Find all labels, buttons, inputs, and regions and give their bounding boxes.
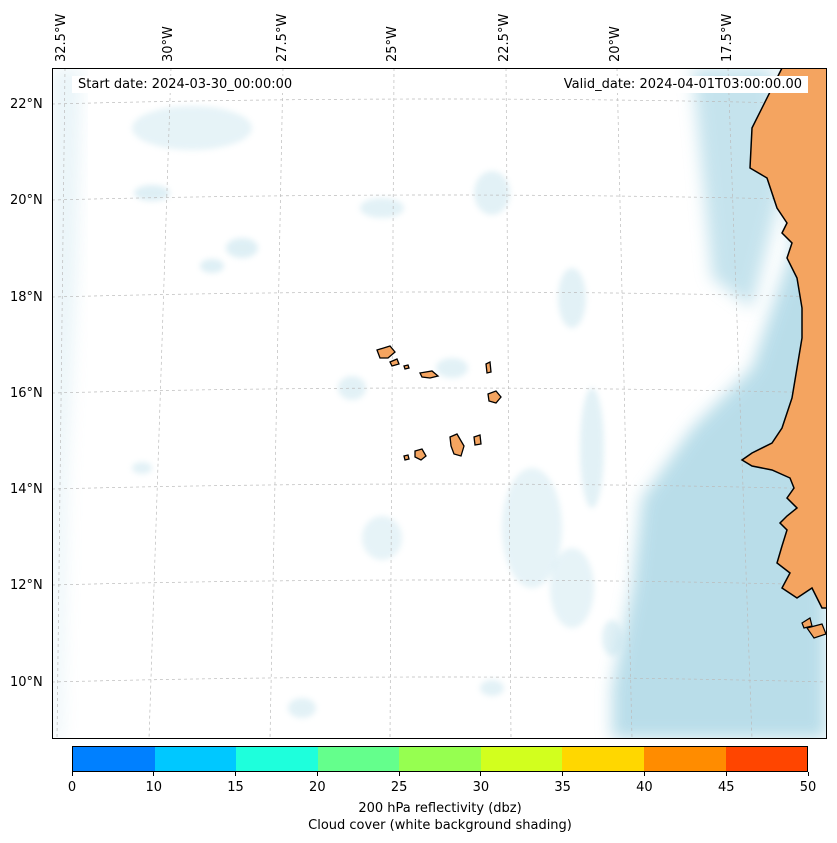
colorbar-segment (480, 747, 563, 771)
colorbar-tick (725, 772, 727, 776)
colorbar-tick (235, 772, 237, 776)
cloud-patch (602, 620, 622, 656)
coastal-island (801, 617, 813, 629)
island-brava (403, 454, 410, 461)
colorbar-tick-label: 20 (309, 780, 326, 795)
cloud-patch (436, 358, 468, 378)
colorbar-label: 200 hPa reflectivity (dbz) (358, 801, 522, 816)
lat-label-18n: 18°N (10, 290, 43, 305)
cloud-patch (200, 259, 224, 273)
colorbar-tick-label: 40 (636, 780, 653, 795)
colorbar-tick (316, 772, 318, 776)
lat-label-14n: 14°N (10, 482, 43, 497)
colorbar-segment (399, 747, 481, 771)
island-sal (485, 360, 492, 374)
island-maio (473, 434, 482, 446)
colorbar-segment (317, 747, 400, 771)
lat-label-20n: 20°N (10, 193, 43, 208)
lon-label-25w: 25°W (385, 26, 400, 62)
colorbar-segment (725, 747, 808, 771)
cloud-patch (288, 698, 316, 718)
colorbar-tick-label: 0 (67, 780, 77, 795)
colorbar-tick-label: 25 (390, 780, 408, 795)
colorbar (72, 746, 808, 772)
colorbar-tick-label: 50 (799, 780, 817, 795)
cloud-patch (558, 268, 586, 328)
graticule (52, 68, 827, 739)
cloud-west-edge (52, 68, 82, 739)
map-canvas (52, 68, 827, 739)
colorbar-sublabel: Cloud cover (white background shading) (308, 818, 572, 833)
cloud-patch (550, 548, 594, 628)
colorbar-tick (807, 772, 809, 776)
cloud-patch (480, 680, 504, 696)
colorbar-tick-label: 35 (554, 780, 571, 795)
lon-label-30w: 30°W (161, 26, 176, 62)
lon-label-22-5w: 22.5°W (497, 13, 512, 62)
colorbar-segment (73, 747, 155, 771)
lon-label-27-5w: 27.5°W (275, 13, 290, 62)
island-fogo (414, 448, 427, 461)
lat-label-12n: 12°N (10, 578, 43, 593)
colorbar-tick (643, 772, 645, 776)
island-sao-vicente (389, 358, 400, 367)
colorbar-tick-label: 10 (145, 780, 163, 795)
colorbar-segment (236, 747, 318, 771)
island-sao-nicolau (419, 370, 440, 379)
cloud-patch (474, 171, 510, 215)
cloud-patch (226, 238, 258, 258)
lon-label-20w: 20°W (608, 26, 623, 62)
colorbar-tick (398, 772, 400, 776)
island-santiago (449, 433, 465, 457)
lon-label-32-5w: 32.5°W (54, 13, 69, 62)
african-coast-land (740, 68, 827, 609)
cloud-patch (360, 198, 404, 218)
colorbar-segment (562, 747, 644, 771)
cloud-band-east (592, 68, 827, 739)
island-santo-antao (376, 345, 396, 359)
colorbar-segment (154, 747, 237, 771)
colorbar-segment (643, 747, 726, 771)
island-santa-luzia (403, 364, 410, 370)
cloud-patch (134, 185, 170, 201)
valid-date-label: Valid_date: 2024-04-01T03:00:00.00 (557, 76, 808, 93)
map-panel[interactable]: Start date: 2024-03-30_00:00:00 Valid_da… (52, 68, 827, 739)
lat-label-16n: 16°N (10, 386, 43, 401)
cloud-patch (580, 388, 604, 508)
colorbar-tick (153, 772, 155, 776)
cloud-patch (132, 106, 252, 150)
lat-label-10n: 10°N (10, 675, 43, 690)
colorbar-tick-label: 45 (717, 780, 735, 795)
cloud-patch (502, 468, 562, 588)
colorbar-tick-label: 30 (472, 780, 490, 795)
lon-label-17-5w: 17.5°W (720, 13, 735, 62)
colorbar-tick (71, 772, 73, 776)
lat-label-22n: 22°N (10, 97, 43, 112)
colorbar-tick (562, 772, 564, 776)
start-date-label: Start date: 2024-03-30_00:00:00 (72, 76, 299, 93)
cloud-patch (132, 462, 152, 474)
island-boa-vista (487, 390, 502, 404)
colorbar-tick (480, 772, 482, 776)
colorbar-tick-label: 15 (227, 780, 244, 795)
cloud-cover-layer (52, 68, 827, 739)
cape-verde-islands (376, 345, 502, 461)
cloud-patch (362, 516, 402, 560)
